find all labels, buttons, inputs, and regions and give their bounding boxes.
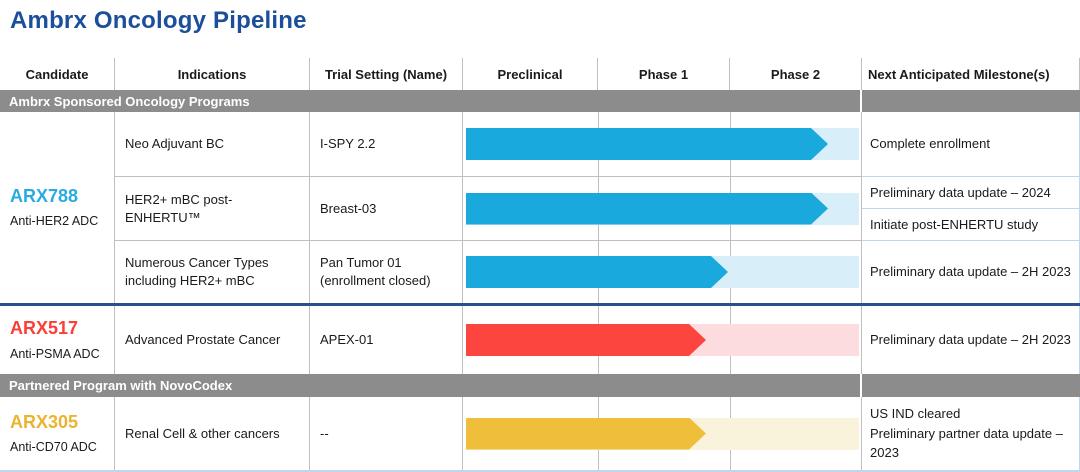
progress-bar-solid	[466, 128, 828, 160]
indication-cell: Neo Adjuvant BC	[115, 112, 310, 177]
progress-cell	[463, 241, 862, 303]
milestone-text: Complete enrollment	[870, 136, 990, 152]
section-header-partnered-right	[862, 374, 1080, 397]
column-header-candidate: Candidate	[0, 58, 115, 90]
trial-cell: Breast-03	[310, 177, 463, 241]
indication-text: Numerous Cancer Types including HER2+ mB…	[125, 255, 269, 288]
progress-cell	[463, 306, 862, 374]
milestone-cell: Complete enrollment	[862, 112, 1080, 177]
title-bar: Ambrx Oncology Pipeline	[0, 0, 1080, 58]
milestone-text: Initiate post-ENHERTU study	[870, 216, 1039, 232]
milestone-text: Preliminary data update – 2H 2023	[870, 264, 1071, 280]
column-header-phase1: Phase 1	[598, 58, 730, 90]
column-header-milestones: Next Anticipated Milestone(s)	[862, 58, 1080, 90]
candidate-modality: Anti-CD70 ADC	[10, 440, 97, 455]
trial-text: --	[320, 425, 329, 441]
milestone-cell: Preliminary data update – 2024 Initiate …	[862, 177, 1080, 241]
indication-cell: Numerous Cancer Types including HER2+ mB…	[115, 241, 310, 303]
column-header-indications: Indications	[115, 58, 310, 90]
trial-text: Pan Tumor 01 (enrollment closed)	[320, 255, 431, 288]
milestone-cell: Preliminary data update – 2H 2023	[862, 241, 1080, 303]
indication-text: Renal Cell & other cancers	[125, 425, 280, 441]
group-divider	[0, 303, 1080, 306]
progress-bar-solid	[466, 193, 828, 225]
milestone-text: Preliminary data update – 2024	[862, 177, 1079, 209]
milestone-text: Preliminary data update – 2H 2023	[870, 332, 1071, 348]
milestone-text: US IND cleared	[870, 406, 961, 422]
trial-cell: I-SPY 2.2	[310, 112, 463, 177]
section-header-sponsored-right	[862, 90, 1080, 112]
milestone-cell: US IND cleared Preliminary partner data …	[862, 397, 1080, 470]
indication-text: Advanced Prostate Cancer	[125, 332, 281, 348]
indication-text: Neo Adjuvant BC	[125, 136, 225, 152]
candidate-modality: Anti-PSMA ADC	[10, 346, 100, 361]
indication-cell: Advanced Prostate Cancer	[115, 306, 310, 374]
progress-bar-solid	[466, 324, 706, 356]
column-header-preclinical: Preclinical	[463, 58, 598, 90]
trial-text: APEX-01	[320, 332, 374, 348]
section-header-partnered: Partnered Program with NovoCodex	[0, 374, 862, 397]
page-title: Ambrx Oncology Pipeline	[10, 7, 307, 34]
indication-cell: HER2+ mBC post-ENHERTU™	[115, 177, 310, 241]
progress-cell	[463, 397, 862, 470]
trial-cell: APEX-01	[310, 306, 463, 374]
candidate-arx517: ARX517 Anti-PSMA ADC	[0, 306, 115, 374]
candidate-name: ARX788	[10, 185, 79, 206]
candidate-modality: Anti-HER2 ADC	[10, 214, 99, 229]
milestone-cell: Preliminary data update – 2H 2023	[862, 306, 1080, 374]
indication-text: HER2+ mBC post-ENHERTU™	[125, 191, 233, 225]
indication-cell: Renal Cell & other cancers	[115, 397, 310, 470]
trial-text: Breast-03	[320, 200, 377, 216]
progress-cell	[463, 112, 862, 177]
progress-bar-solid	[466, 256, 728, 288]
progress-bar-solid	[466, 418, 706, 450]
trial-cell: --	[310, 397, 463, 470]
trial-text: I-SPY 2.2	[320, 136, 376, 152]
candidate-name: ARX517	[10, 318, 79, 339]
section-header-sponsored: Ambrx Sponsored Oncology Programs	[0, 90, 862, 112]
progress-cell	[463, 177, 862, 241]
candidate-arx305: ARX305 Anti-CD70 ADC	[0, 397, 115, 470]
candidate-arx788: ARX788 Anti-HER2 ADC	[0, 112, 115, 303]
trial-cell: Pan Tumor 01 (enrollment closed)	[310, 241, 463, 303]
milestone-text: Preliminary partner data update – 2023	[870, 425, 1063, 461]
pipeline-table: Candidate Indications Trial Setting (Nam…	[0, 58, 1080, 472]
column-header-trial-setting: Trial Setting (Name)	[310, 58, 463, 90]
candidate-name: ARX305	[10, 411, 79, 432]
column-header-phase2: Phase 2	[730, 58, 862, 90]
